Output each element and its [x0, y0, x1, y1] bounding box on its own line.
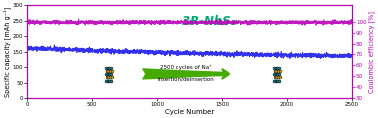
Text: 3R-NbS₂: 3R-NbS₂ — [182, 15, 236, 28]
Y-axis label: Coulombic efficiency [%]: Coulombic efficiency [%] — [368, 11, 375, 93]
Text: insertion/deinsertion: insertion/deinsertion — [158, 76, 215, 81]
Y-axis label: Specific capacity [mAh g⁻¹]: Specific capacity [mAh g⁻¹] — [3, 7, 11, 97]
X-axis label: Cycle Number: Cycle Number — [165, 109, 214, 115]
Text: 2500 cycles of Na⁺: 2500 cycles of Na⁺ — [160, 65, 212, 70]
